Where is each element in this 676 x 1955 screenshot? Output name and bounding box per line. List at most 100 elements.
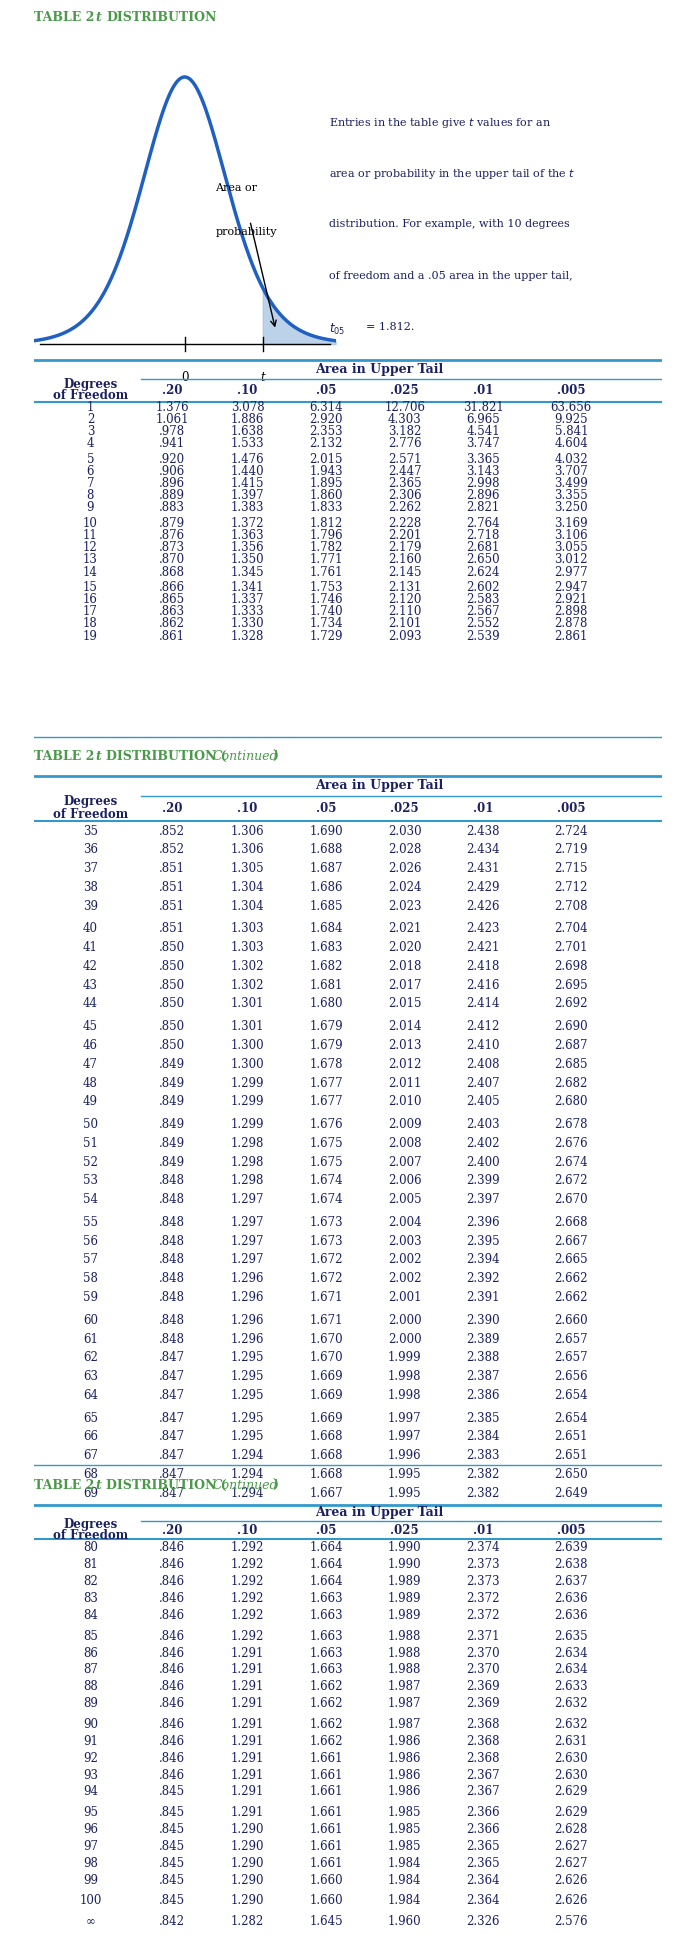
Text: .005: .005 <box>557 802 585 815</box>
Text: 1.833: 1.833 <box>310 502 343 514</box>
Text: 2.101: 2.101 <box>388 618 421 630</box>
Text: 1.988: 1.988 <box>388 1630 421 1642</box>
Text: 82: 82 <box>83 1576 98 1587</box>
Text: 2.370: 2.370 <box>466 1646 500 1660</box>
Text: 1.298: 1.298 <box>231 1155 264 1169</box>
Text: 1.306: 1.306 <box>231 843 264 856</box>
Text: 2.630: 2.630 <box>554 1769 588 1781</box>
Text: 1.660: 1.660 <box>310 1894 343 1908</box>
Text: 2.132: 2.132 <box>310 438 343 450</box>
Text: 1.663: 1.663 <box>310 1630 343 1642</box>
Text: 2.017: 2.017 <box>388 979 421 991</box>
Text: TABLE 2: TABLE 2 <box>34 12 94 23</box>
Text: 87: 87 <box>83 1664 98 1677</box>
Text: 3.707: 3.707 <box>554 465 588 477</box>
Text: 1.943: 1.943 <box>310 465 343 477</box>
Text: 2.367: 2.367 <box>466 1769 500 1781</box>
Text: 2.403: 2.403 <box>466 1118 500 1132</box>
Text: 2.656: 2.656 <box>554 1370 588 1382</box>
Text: 2.369: 2.369 <box>466 1681 500 1693</box>
Text: 1.291: 1.291 <box>231 1752 264 1765</box>
Text: .848: .848 <box>159 1273 185 1284</box>
Text: 2.364: 2.364 <box>466 1894 500 1908</box>
Text: 1.292: 1.292 <box>231 1591 264 1605</box>
Text: 3: 3 <box>87 426 94 438</box>
Text: 1.301: 1.301 <box>231 997 264 1011</box>
Text: 1.341: 1.341 <box>231 581 264 594</box>
Text: 1.383: 1.383 <box>231 502 264 514</box>
Text: 1.328: 1.328 <box>231 630 264 643</box>
Text: 1.685: 1.685 <box>310 899 343 913</box>
Text: 2.629: 2.629 <box>554 1785 588 1799</box>
Text: 2.201: 2.201 <box>388 530 421 542</box>
Text: 2.672: 2.672 <box>554 1175 588 1187</box>
Text: 2.399: 2.399 <box>466 1175 500 1187</box>
Text: 1.295: 1.295 <box>231 1351 264 1365</box>
Text: 2.407: 2.407 <box>466 1077 500 1089</box>
Text: 57: 57 <box>83 1253 98 1267</box>
Text: 100: 100 <box>79 1894 101 1908</box>
Text: 1.860: 1.860 <box>310 489 343 502</box>
Text: 1.673: 1.673 <box>310 1236 343 1247</box>
Text: 2.539: 2.539 <box>466 630 500 643</box>
Text: 3.250: 3.250 <box>554 502 588 514</box>
Text: .906: .906 <box>159 465 185 477</box>
Text: .20: .20 <box>162 383 183 397</box>
Text: 42: 42 <box>83 960 98 974</box>
Text: 1.299: 1.299 <box>231 1077 264 1089</box>
Text: 2.003: 2.003 <box>388 1236 422 1247</box>
Text: 12: 12 <box>83 542 98 553</box>
Text: 1.988: 1.988 <box>388 1646 421 1660</box>
Text: 1: 1 <box>87 401 94 414</box>
Text: 2.093: 2.093 <box>388 630 422 643</box>
Text: 1.645: 1.645 <box>310 1916 343 1928</box>
Text: .005: .005 <box>557 383 585 397</box>
Text: 96: 96 <box>83 1822 98 1836</box>
Text: 1.690: 1.690 <box>310 825 343 837</box>
Text: .866: .866 <box>159 581 185 594</box>
Text: .846: .846 <box>159 1630 185 1642</box>
Text: 2.692: 2.692 <box>554 997 588 1011</box>
Text: t: t <box>95 1480 101 1492</box>
Text: 2.408: 2.408 <box>466 1058 500 1071</box>
Text: .846: .846 <box>159 1609 185 1623</box>
Text: 1.299: 1.299 <box>231 1118 264 1132</box>
Text: 2.680: 2.680 <box>554 1095 588 1108</box>
Text: 1.989: 1.989 <box>388 1576 421 1587</box>
Text: 1.674: 1.674 <box>310 1175 343 1187</box>
Text: 4: 4 <box>87 438 94 450</box>
Text: .846: .846 <box>159 1541 185 1554</box>
Text: 2.368: 2.368 <box>466 1718 500 1730</box>
Text: .05: .05 <box>316 1523 337 1537</box>
Text: 1.372: 1.372 <box>231 516 264 530</box>
Text: 1.753: 1.753 <box>310 581 343 594</box>
Text: .851: .851 <box>159 923 185 934</box>
Text: 39: 39 <box>83 899 98 913</box>
Text: 1.960: 1.960 <box>388 1916 422 1928</box>
Text: 1.895: 1.895 <box>310 477 343 491</box>
Text: 40: 40 <box>83 923 98 934</box>
Text: 1.298: 1.298 <box>231 1175 264 1187</box>
Text: 17: 17 <box>83 606 98 618</box>
Text: 2.632: 2.632 <box>554 1718 588 1730</box>
Text: 56: 56 <box>83 1236 98 1247</box>
Text: .850: .850 <box>159 960 185 974</box>
Text: 43: 43 <box>83 979 98 991</box>
Text: 2.369: 2.369 <box>466 1697 500 1711</box>
Text: 2.024: 2.024 <box>388 882 421 893</box>
Text: 1.282: 1.282 <box>231 1916 264 1928</box>
Text: 2.657: 2.657 <box>554 1351 588 1365</box>
Text: 2.367: 2.367 <box>466 1785 500 1799</box>
Text: Area or: Area or <box>216 184 258 194</box>
Text: 2.015: 2.015 <box>388 997 421 1011</box>
Text: 1.304: 1.304 <box>231 899 264 913</box>
Text: 2.662: 2.662 <box>554 1273 588 1284</box>
Text: 2.665: 2.665 <box>554 1253 588 1267</box>
Text: 1.533: 1.533 <box>231 438 264 450</box>
Text: 2.639: 2.639 <box>554 1541 588 1554</box>
Text: 2.389: 2.389 <box>466 1333 500 1345</box>
Text: 2.002: 2.002 <box>388 1253 421 1267</box>
Text: .845: .845 <box>159 1894 185 1908</box>
Text: 19: 19 <box>83 630 98 643</box>
Text: 52: 52 <box>83 1155 98 1169</box>
